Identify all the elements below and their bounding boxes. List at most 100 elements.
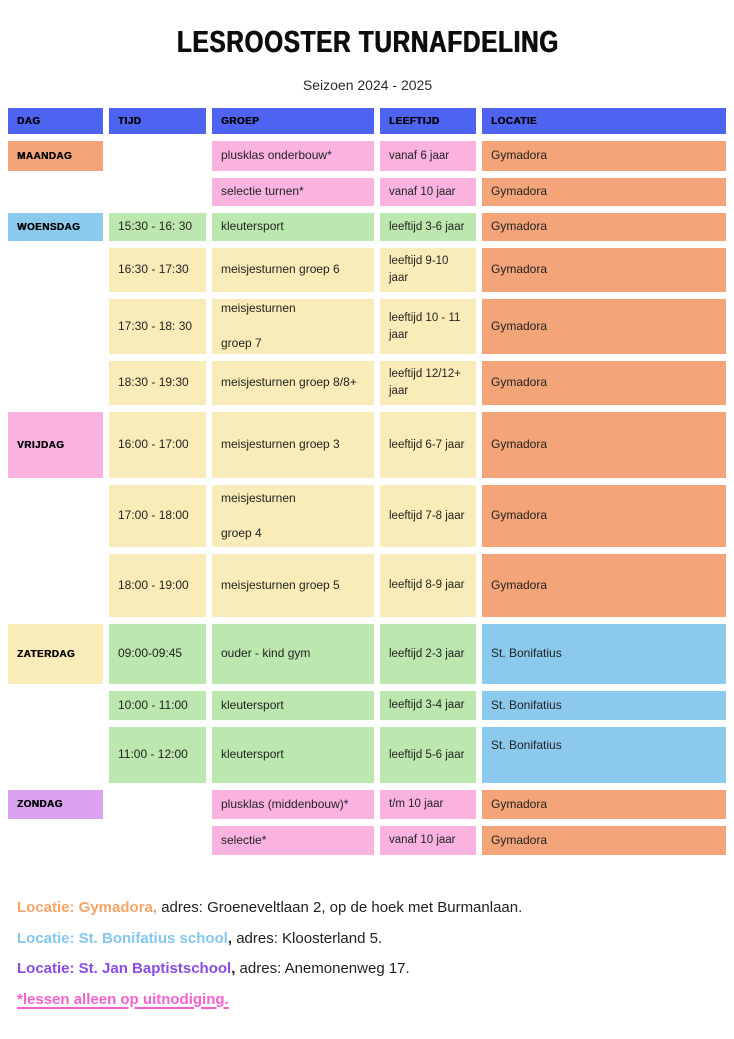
location-cell-label: Gymadora (491, 796, 548, 811)
empty-cell (8, 299, 103, 354)
group-cell: plusklas onderbouw* (212, 141, 374, 171)
day-cell: VRIJDAG (8, 412, 103, 478)
location-name-label: Locatie: St. Jan Baptistschool (17, 960, 232, 977)
time-cell: 16:30 - 17:30 (109, 248, 206, 292)
day-cell-label: ZONDAG (17, 799, 63, 810)
empty-cell (109, 141, 206, 171)
column-header-groep: GROEP (212, 108, 374, 134)
table-row: 18:00 - 19:00 meisjesturnen groep 5 leefti… (8, 554, 727, 617)
age-cell: leeftijd 5-6 jaar (380, 727, 476, 783)
location-line: Locatie: Gymadora, adres: Groeneveltlaan… (17, 899, 727, 916)
empty-cell (109, 826, 206, 855)
day-cell-label: ZATERDAG (17, 648, 76, 660)
location-cell: St. Bonifatius (482, 624, 726, 684)
location-cell-label: St. Bonifatius (491, 697, 562, 712)
group-cell: kleutersport (212, 727, 374, 783)
table-row: selectie* vanaf 10 jaar Gymadora (8, 826, 727, 855)
group-cell: kleutersport (212, 691, 374, 720)
empty-cell (8, 485, 103, 547)
day-cell-label: WOENSDAG (17, 221, 81, 233)
table-row: 17:00 - 18:00 meisjesturnen groep 4 leefti… (8, 485, 727, 547)
time-cell-label: 11:00 - 12:00 (118, 747, 188, 762)
age-cell-label: leeftijd 3-6 jaar (389, 220, 465, 233)
group-cell-label: plusklas (middenbouw)* (221, 796, 349, 811)
empty-cell (8, 361, 103, 405)
header-row: DAG TIJD GROEP LEEFTIJD LOCATIE (8, 108, 727, 134)
time-cell: 18:00 - 19:00 (109, 554, 206, 617)
group-cell: meisjesturnen groep 7 (212, 299, 374, 354)
group-cell: meisjesturnen groep 8/8+ (212, 361, 374, 405)
time-cell-label: 18:30 - 19:30 (118, 375, 189, 390)
page-title: LESROOSTER TURNAFDELING (176, 24, 559, 59)
location-cell: Gymadora (482, 361, 726, 405)
time-cell: 17:00 - 18:00 (109, 485, 206, 547)
age-cell-label: leeftijd 8-9 jaar (389, 579, 465, 592)
location-cell: Gymadora (482, 141, 726, 171)
empty-cell (8, 554, 103, 617)
table-row: 11:00 - 12:00 kleutersport leeftijd 5-6 ja… (8, 727, 727, 783)
column-header-locatie: LOCATIE (482, 108, 726, 134)
group-cell-label: kleutersport (221, 219, 284, 234)
empty-cell (8, 178, 103, 206)
table-row: VRIJDAG 16:00 - 17:00 meisjesturnen groep … (8, 412, 727, 478)
location-cell: Gymadora (482, 485, 726, 547)
table-row: ZATERDAG 09:00-09:45 ouder - kind gym leeft… (8, 624, 727, 684)
time-cell-label: 15:30 - 16: 30 (118, 219, 193, 234)
location-cell-label: Gymadora (491, 832, 548, 847)
group-cell: selectie* (212, 826, 374, 855)
day-cell: ZATERDAG (8, 624, 103, 684)
age-cell-label: leeftijd 2-3 jaar (389, 647, 465, 660)
age-cell-label: leeftijd 12/12+ jaar (389, 368, 461, 397)
time-cell-label: 18:00 - 19:00 (118, 577, 189, 592)
group-cell: plusklas (middenbouw)* (212, 790, 374, 819)
location-cell: Gymadora (482, 213, 726, 241)
column-header-tijd: TIJD (109, 108, 206, 134)
location-cell-label: St. Bonifatius (491, 738, 562, 752)
schedule-poster: LESROOSTER TURNAFDELING Seizoen 2024 - 2… (8, 24, 727, 1008)
location-cell-label: St. Bonifatius (491, 646, 562, 661)
age-cell-label: leeftijd 3-4 jaar (389, 699, 465, 712)
age-cell-label: leeftijd 9-10 jaar (389, 255, 449, 284)
location-cell-label: Gymadora (491, 219, 548, 234)
location-cell: Gymadora (482, 299, 726, 354)
schedule-table: DAG TIJD GROEP LEEFTIJD LOCATIE MAANDAG pluskl… (8, 108, 727, 855)
location-cell: St. Bonifatius (482, 727, 726, 783)
group-cell-label: ouder - kind gym (221, 646, 311, 661)
age-cell: leeftijd 10 - 11 jaar (380, 299, 476, 354)
column-header-label: LEEFTIJD (389, 115, 440, 127)
age-cell: leeftijd 3-4 jaar (380, 691, 476, 720)
empty-cell (8, 826, 103, 855)
location-cell: St. Bonifatius (482, 691, 726, 720)
column-header-label: TIJD (118, 115, 142, 127)
empty-cell (109, 790, 206, 819)
age-cell-label: vanaf 6 jaar (389, 149, 450, 162)
table-row: 18:30 - 19:30 meisjesturnen groep 8/8+ lee… (8, 361, 727, 405)
age-cell-label: t/m 10 jaar (389, 798, 444, 811)
age-cell: vanaf 10 jaar (380, 826, 476, 855)
age-cell: leeftijd 7-8 jaar (380, 485, 476, 547)
group-cell-label: meisjesturnen groep 3 (221, 437, 340, 452)
location-cell: Gymadora (482, 826, 726, 855)
time-cell: 10:00 - 11:00 (109, 691, 206, 720)
location-cell-label: Gymadora (491, 375, 548, 390)
age-cell: leeftijd 6-7 jaar (380, 412, 476, 478)
age-cell-label: leeftijd 10 - 11 jaar (389, 311, 461, 341)
time-cell: 11:00 - 12:00 (109, 727, 206, 783)
group-cell-label: kleutersport (221, 747, 284, 762)
day-cell-label: MAANDAG (17, 150, 73, 162)
age-cell-label: vanaf 10 jaar (389, 834, 456, 847)
locations-footer: Locatie: Gymadora, adres: Groeneveltlaan… (8, 899, 727, 1008)
location-cell-label: Gymadora (491, 577, 548, 592)
age-cell-label: leeftijd 7-8 jaar (389, 509, 465, 522)
location-cell-label: Gymadora (491, 184, 548, 199)
location-line: Locatie: St. Jan Baptistschool, adres: A… (17, 960, 727, 977)
time-cell: 15:30 - 16: 30 (109, 213, 206, 241)
time-cell-label: 17:30 - 18: 30 (118, 318, 193, 333)
column-header-leeftijd: LEEFTIJD (380, 108, 476, 134)
age-cell: vanaf 10 jaar (380, 178, 476, 206)
column-header-label: GROEP (221, 115, 260, 127)
group-cell: ouder - kind gym (212, 624, 374, 684)
location-address-text: adres: Groeneveltlaan 2, op de hoek met … (157, 899, 523, 916)
group-cell-label: meisjesturnen groep 6 (221, 262, 340, 277)
group-cell-label: selectie turnen* (221, 184, 304, 199)
